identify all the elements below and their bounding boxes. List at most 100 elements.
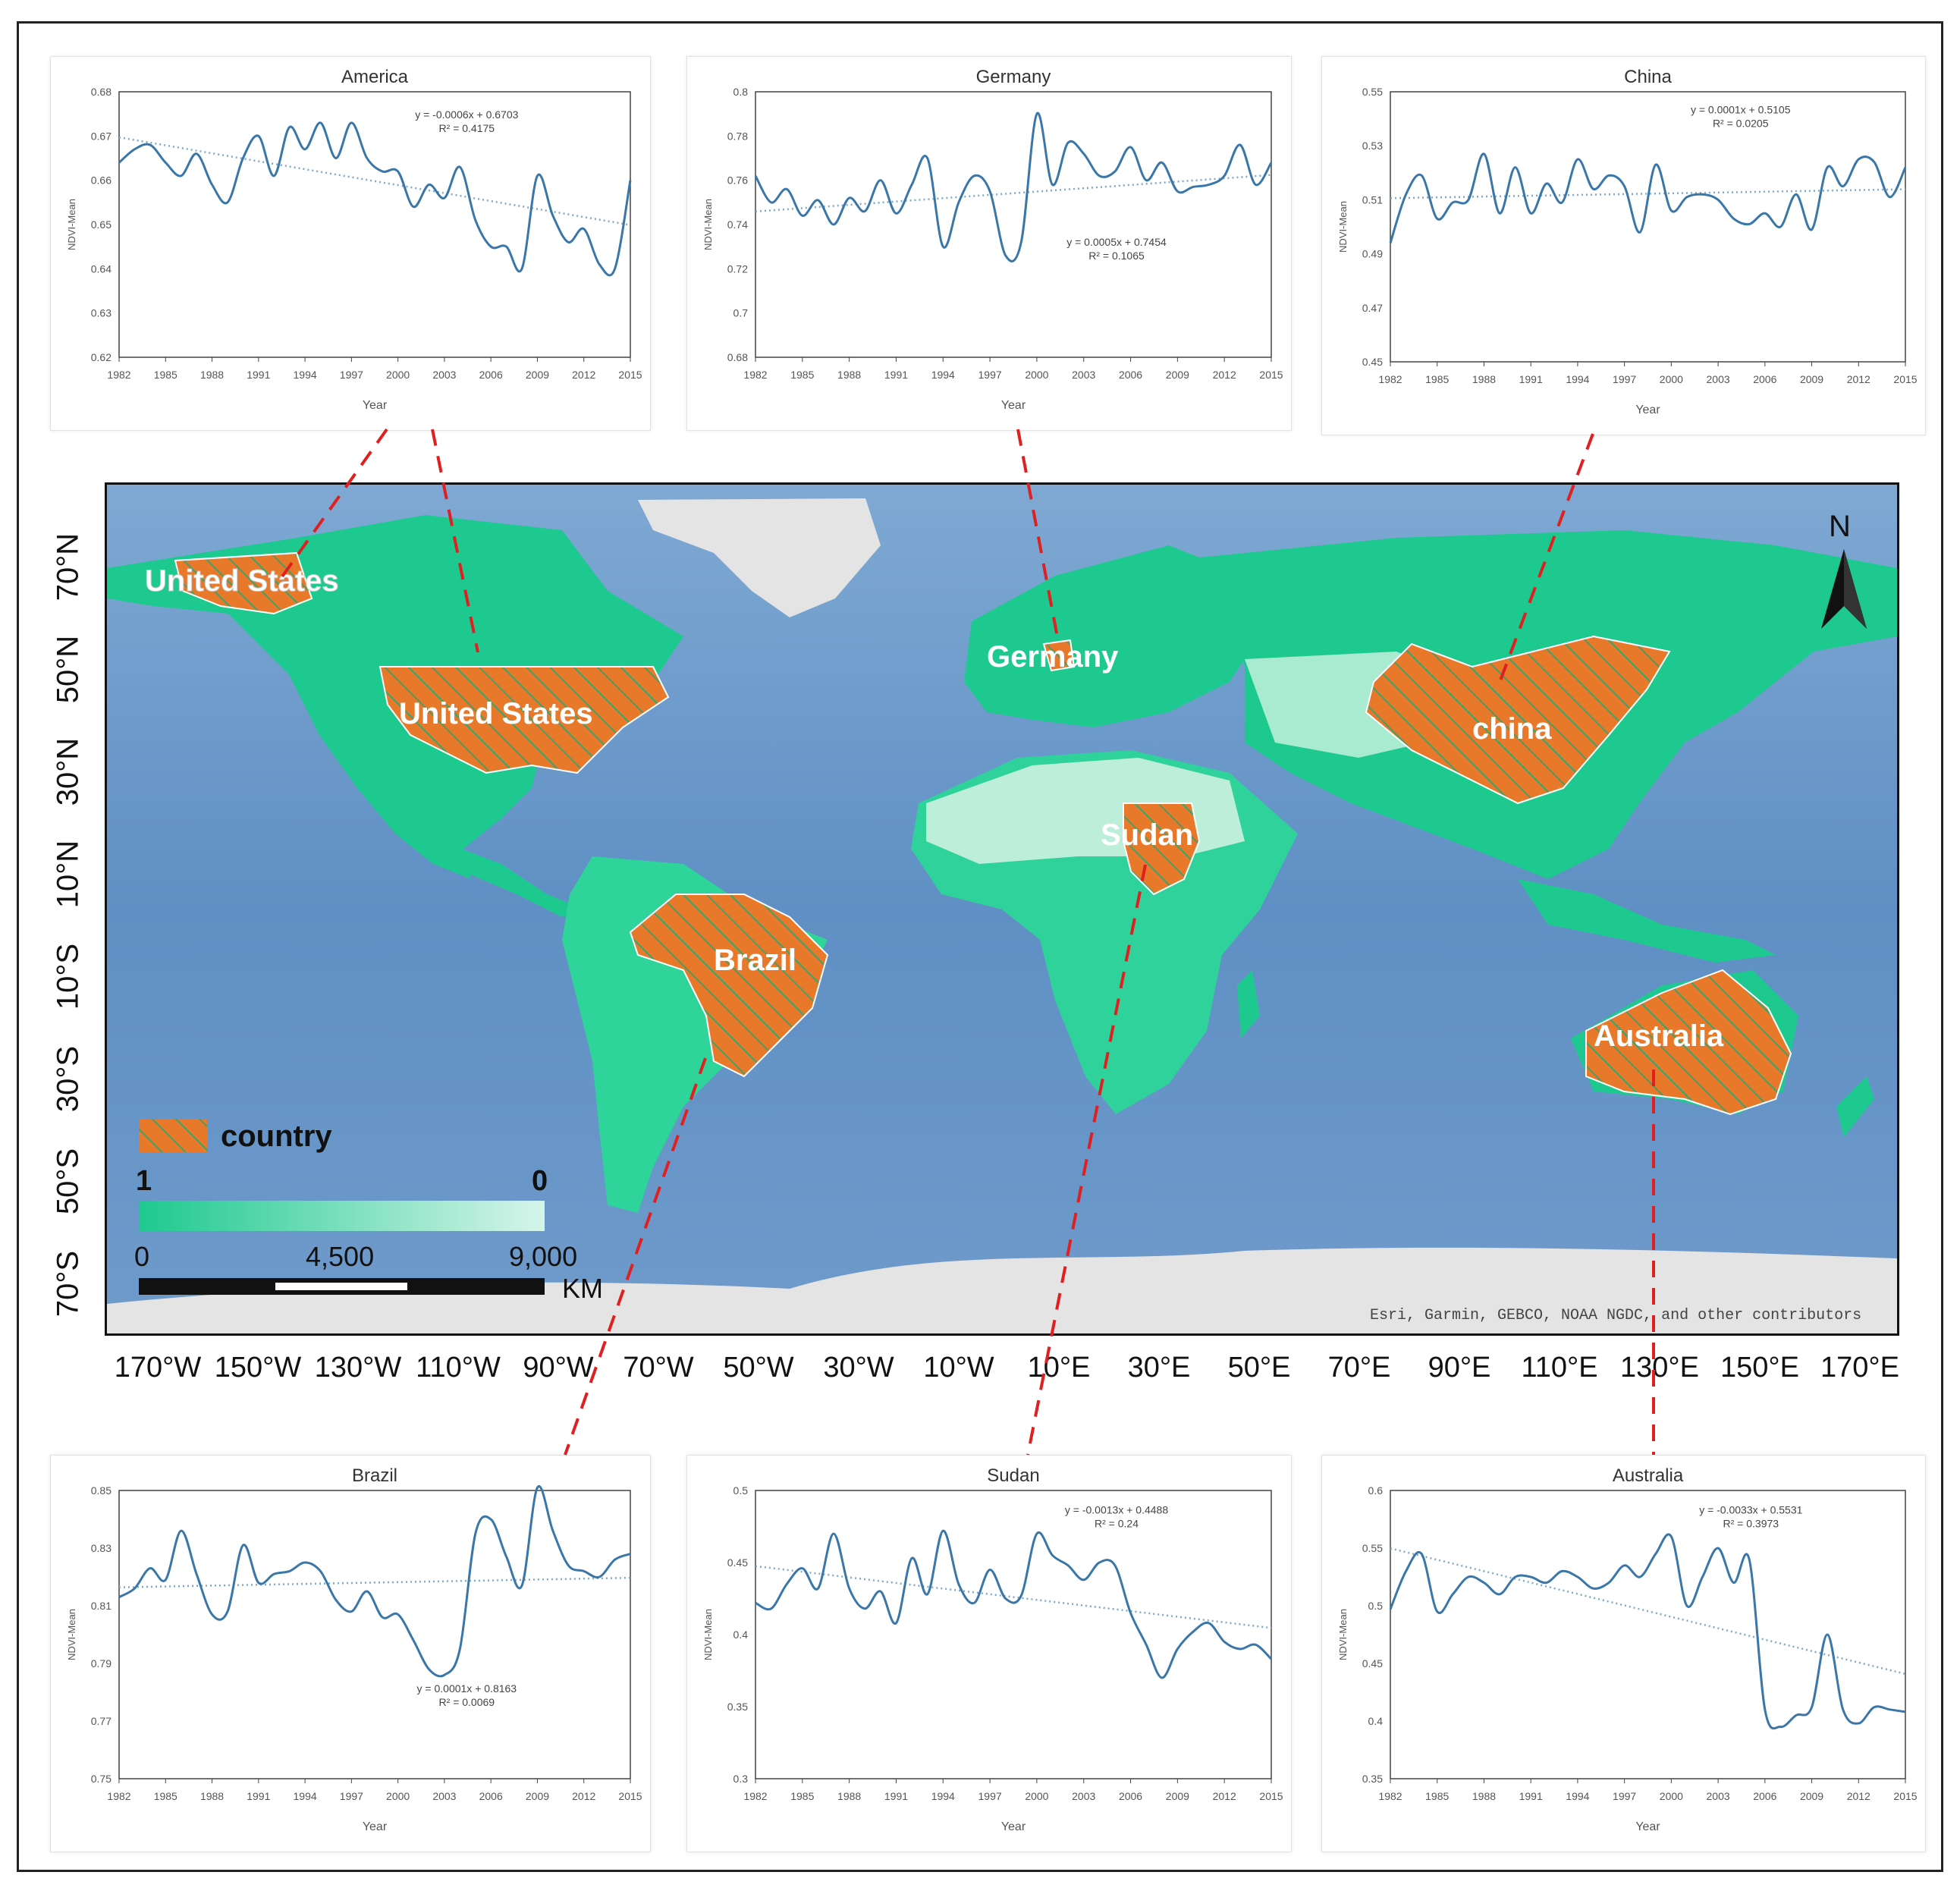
legend-country-label: country <box>221 1120 332 1153</box>
trend-r-squared: R² = 0.24 <box>1095 1517 1139 1529</box>
y-tick-label: 0.4 <box>733 1629 749 1641</box>
lon-label: 110°E <box>1521 1352 1598 1384</box>
x-tick-label: 1985 <box>1425 1790 1449 1802</box>
trend-equation: y = -0.0033x + 0.5531 <box>1699 1503 1802 1516</box>
x-tick-label: 1997 <box>1613 1790 1636 1802</box>
chart-title: Germany <box>976 67 1051 87</box>
y-tick-label: 0.35 <box>1362 1773 1383 1785</box>
y-tick-label: 0.72 <box>727 262 748 275</box>
x-axis-label: Year <box>363 399 388 412</box>
lon-label: 170°W <box>114 1352 202 1384</box>
ndvi-chart-sudan: Sudan 0.3 0.35 0.4 0.45 0.5 1982 1985 1988 1991 19… <box>702 1465 1283 1833</box>
lon-label: 70°E <box>1327 1352 1391 1384</box>
chart-title: America <box>341 67 409 87</box>
x-tick-label: 2009 <box>526 369 549 381</box>
y-tick-label: 0.66 <box>91 174 112 187</box>
ndvi-chart-brazil: Brazil 0.75 0.77 0.79 0.81 0.83 0.85 1982 1985 19… <box>66 1465 642 1833</box>
x-tick-label: 2015 <box>1893 1790 1917 1802</box>
trend-r-squared: R² = 0.0069 <box>439 1696 495 1708</box>
central-america <box>441 841 585 917</box>
chart-title: Sudan <box>987 1465 1039 1486</box>
legend-country-swatch <box>139 1119 207 1152</box>
lon-label: 70°W <box>623 1352 694 1384</box>
lon-label: 30°W <box>823 1352 894 1384</box>
x-tick-label: 1991 <box>1519 1790 1543 1802</box>
x-tick-label: 1991 <box>247 369 270 381</box>
antarctica <box>107 1247 1897 1333</box>
country-germany <box>1042 639 1076 672</box>
x-tick-label: 2003 <box>1072 369 1095 381</box>
north-label: N <box>1829 510 1851 543</box>
x-tick-label: 1991 <box>247 1790 270 1802</box>
x-tick-label: 1997 <box>340 1790 363 1802</box>
chart-panel-australia: Australia 0.35 0.4 0.45 0.5 0.55 0.6 1982 1985 19… <box>1321 1455 1926 1852</box>
trend-line <box>118 1576 631 1588</box>
x-tick-label: 1985 <box>790 369 814 381</box>
label-china: china <box>1472 712 1552 746</box>
x-tick-label: 2000 <box>1025 1790 1048 1802</box>
y-tick-label: 0.53 <box>1362 140 1383 152</box>
country-usa <box>378 666 670 774</box>
lon-label: 170°E <box>1820 1352 1899 1384</box>
legend-ramp <box>139 1201 545 1231</box>
x-tick-label: 1985 <box>154 1790 177 1802</box>
x-tick-label: 1985 <box>154 369 177 381</box>
x-tick-label: 2006 <box>1753 373 1776 385</box>
y-tick-label: 0.74 <box>727 218 748 231</box>
plot-area <box>755 91 1272 358</box>
x-tick-label: 2015 <box>1893 373 1917 385</box>
lat-label: 70°S <box>51 1250 85 1318</box>
chart-title: Australia <box>1613 1465 1684 1486</box>
y-tick-label: 0.67 <box>91 130 112 142</box>
label-alaska: United States <box>145 564 339 598</box>
lon-label: 50°W <box>723 1352 794 1384</box>
y-axis-label: NDVI-Mean <box>1337 201 1349 253</box>
x-axis-label: Year <box>1635 404 1660 416</box>
x-tick-label: 2012 <box>1847 1790 1870 1802</box>
label-united-states: United States <box>399 697 593 730</box>
x-tick-label: 2009 <box>1800 373 1823 385</box>
x-tick-label: 1988 <box>200 369 224 381</box>
madagascar <box>1237 970 1260 1038</box>
legend-ramp-high: 1 <box>136 1165 152 1197</box>
y-axis-label: NDVI-Mean <box>66 1609 77 1660</box>
x-tick-label: 1994 <box>294 1790 317 1802</box>
ndvi-series-line <box>1389 152 1907 243</box>
chart-panel-america: America 0.62 0.63 0.64 0.65 0.66 0.67 0.68 1982 1… <box>50 56 651 431</box>
x-tick-label: 1994 <box>1566 1790 1589 1802</box>
x-tick-label: 2012 <box>1847 373 1870 385</box>
y-tick-label: 0.68 <box>727 351 748 363</box>
trend-equation: y = 0.0001x + 0.8163 <box>417 1682 517 1695</box>
lon-label: 150°W <box>214 1352 302 1384</box>
ndvi-series-line <box>755 1529 1273 1679</box>
ndvi-chart-germany: Germany 0.68 0.7 0.72 0.74 0.76 0.78 0.8 1982 198… <box>702 67 1283 412</box>
x-tick-label: 2000 <box>1025 369 1048 381</box>
y-tick-label: 0.35 <box>727 1701 748 1713</box>
lat-label: 10°N <box>51 840 85 909</box>
x-tick-label: 1994 <box>931 1790 955 1802</box>
legend-ramp-low: 0 <box>532 1165 548 1197</box>
plot-area <box>1390 1490 1906 1779</box>
figure-frame <box>17 21 1943 1872</box>
y-tick-label: 0.4 <box>1368 1715 1384 1727</box>
ndvi-chart-australia: Australia 0.35 0.4 0.45 0.5 0.55 0.6 1982 1985 19… <box>1337 1465 1918 1833</box>
y-tick-label: 0.8 <box>733 86 749 98</box>
chart-panel-germany: Germany 0.68 0.7 0.72 0.74 0.76 0.78 0.8 1982 198… <box>686 56 1292 431</box>
x-tick-label: 2015 <box>1259 1790 1283 1802</box>
x-tick-label: 1988 <box>1472 1790 1496 1802</box>
ndvi-series-line <box>754 112 1273 262</box>
x-tick-label: 1982 <box>743 1790 767 1802</box>
x-tick-label: 2009 <box>526 1790 549 1802</box>
y-tick-label: 0.77 <box>91 1715 112 1727</box>
trend-line <box>1390 1547 1906 1676</box>
y-tick-label: 0.55 <box>1362 1542 1383 1554</box>
y-tick-label: 0.83 <box>91 1542 112 1554</box>
y-axis-label: NDVI-Mean <box>702 1609 714 1660</box>
trend-equation: y = 0.0001x + 0.5105 <box>1691 103 1791 115</box>
y-tick-label: 0.62 <box>91 351 112 363</box>
lat-label: 50°N <box>51 635 85 704</box>
attribution: Esri, Garmin, GEBCO, NOAA NGDC, and othe… <box>1370 1307 1861 1324</box>
x-tick-label: 2012 <box>1213 1790 1236 1802</box>
x-tick-label: 1982 <box>107 1790 130 1802</box>
x-tick-label: 1997 <box>978 369 1002 381</box>
